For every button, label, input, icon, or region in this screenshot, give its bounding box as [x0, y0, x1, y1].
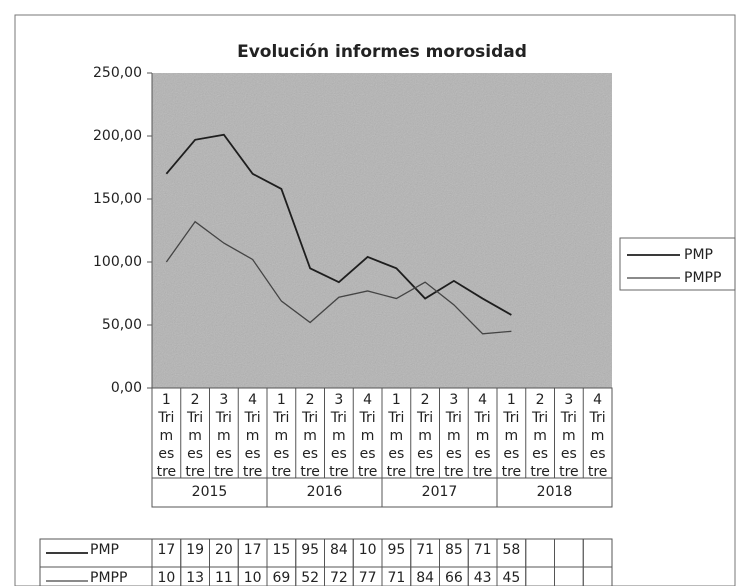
x-tick-label: 4 Tri m es tre	[473, 392, 493, 480]
x-tick-label: 4 Tri m es tre	[588, 392, 608, 480]
legend-label: PMPP	[684, 270, 721, 286]
x-tick-label: 2 Tri m es tre	[300, 392, 320, 480]
y-tick-label: 50,00	[102, 317, 142, 333]
y-tick-label: 150,00	[93, 191, 142, 207]
data-table-value: 43	[474, 570, 492, 586]
x-tick-label: 2 Tri m es tre	[185, 392, 205, 480]
data-table-value: 95	[387, 542, 405, 558]
x-tick-label: 3 Tri m es tre	[444, 392, 464, 480]
x-tick-label: 2 Tri m es tre	[415, 392, 435, 480]
y-tick-label: 100,00	[93, 254, 142, 270]
year-label: 2016	[307, 484, 343, 500]
series-line	[165, 133, 512, 316]
data-table-value: 84	[330, 542, 348, 558]
data-table-value: 19	[186, 542, 204, 558]
x-tick-label: 4 Tri m es tre	[358, 392, 378, 480]
x-tick-label: 3 Tri m es tre	[329, 392, 349, 480]
data-table-value: 85	[445, 542, 463, 558]
data-table-value: 17	[244, 542, 262, 558]
data-table-cell	[554, 566, 584, 586]
data-table-value: 52	[301, 570, 319, 586]
y-tick-label: 0,00	[111, 380, 142, 396]
x-tick-label: 1 Tri m es tre	[502, 392, 522, 480]
x-tick-label: 1 Tri m es tre	[387, 392, 407, 480]
data-table-value: 69	[272, 570, 290, 586]
data-table-name: PMP	[90, 542, 119, 558]
year-label: 2018	[537, 484, 573, 500]
legend-box	[619, 237, 736, 291]
data-table-value: 11	[215, 570, 233, 586]
data-table-value: 10	[244, 570, 262, 586]
data-table-value: 71	[387, 570, 405, 586]
x-tick-label: 1 Tri m es tre	[272, 392, 292, 480]
y-tick-label: 200,00	[93, 128, 142, 144]
series-line	[165, 220, 512, 335]
x-tick-label: 4 Tri m es tre	[243, 392, 263, 480]
y-tick-label: 250,00	[93, 65, 142, 81]
data-table-value: 10	[359, 542, 377, 558]
data-table-name: PMPP	[90, 570, 127, 586]
data-table-value: 20	[215, 542, 233, 558]
data-table-cell	[525, 566, 555, 586]
data-table-cell	[554, 538, 584, 568]
data-table-value: 10	[157, 570, 175, 586]
frame	[14, 14, 736, 586]
year-label: 2017	[422, 484, 458, 500]
data-table-value: 13	[186, 570, 204, 586]
data-table-value: 15	[272, 542, 290, 558]
data-table-value: 84	[416, 570, 434, 586]
data-table-value: 71	[416, 542, 434, 558]
data-table-cell	[582, 566, 613, 586]
legend-label: PMP	[684, 247, 713, 263]
chart-title: Evolución informes morosidad	[237, 42, 527, 62]
data-table-value: 66	[445, 570, 463, 586]
data-table-value: 95	[301, 542, 319, 558]
x-tick-label: 2 Tri m es tre	[530, 392, 550, 480]
x-tick-label: 1 Tri m es tre	[157, 392, 177, 480]
data-table-value: 77	[359, 570, 377, 586]
x-tick-label: 3 Tri m es tre	[214, 392, 234, 480]
x-tick-label: 3 Tri m es tre	[559, 392, 579, 480]
data-table-value: 45	[502, 570, 520, 586]
plot-texture	[152, 73, 612, 388]
year-label: 2015	[192, 484, 228, 500]
data-table-value: 17	[157, 542, 175, 558]
data-table-cell	[525, 538, 555, 568]
data-table-value: 72	[330, 570, 348, 586]
data-table-cell	[582, 538, 613, 568]
data-table-value: 58	[502, 542, 520, 558]
data-table-value: 71	[474, 542, 492, 558]
